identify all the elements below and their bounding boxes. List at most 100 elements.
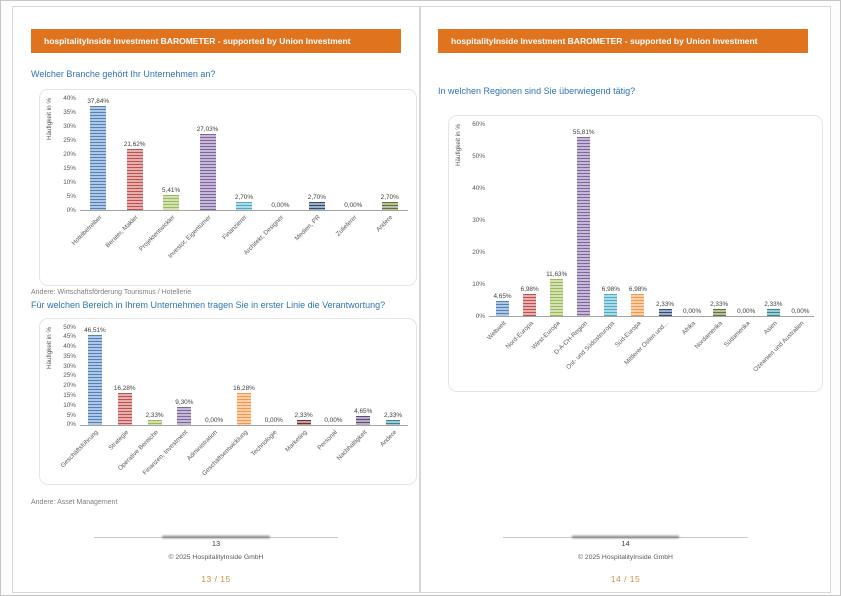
document-page-13: hospitalityInside Investment BAROMETER -… xyxy=(12,6,420,593)
bar xyxy=(550,278,564,316)
bar-value-label: 0,00% xyxy=(737,308,756,315)
bar-group: 0,00% Afrika xyxy=(679,124,706,336)
bar-value-label: 6,98% xyxy=(601,285,620,293)
category-label: Afrika xyxy=(680,320,698,337)
y-axis: 60% 50% 40% 30% 20% 10% 0% xyxy=(472,120,485,320)
category-label: Architekt, Designer xyxy=(242,214,286,257)
chart-bereich: Häufigkeit in % 50% 45% 40% 35% 30% 25% 20% 15%… xyxy=(39,318,417,485)
category-label: Ozeanien und Australien xyxy=(751,320,806,374)
copyright-text: © 2025 HospitalityInside GmbH xyxy=(168,554,264,561)
bar-value-label: 6,98% xyxy=(520,285,539,293)
footer-divider xyxy=(94,536,338,539)
bar-group: 2,70% Medien, PR xyxy=(294,98,335,242)
bar-value-label: 4,65% xyxy=(354,407,373,415)
bar-group: 0,00% Technologie xyxy=(250,327,289,458)
question-title-branche: Welcher Branche gehört Ihr Unternehmen a… xyxy=(31,69,216,79)
bar xyxy=(90,106,107,210)
bar-group: 6,98% Nord-Europa xyxy=(504,124,543,351)
bar-value-label: 2,33% xyxy=(383,412,403,420)
bar-group: 0,00% Südamerika xyxy=(722,124,760,349)
category-label: Geschäftsführung xyxy=(59,429,100,470)
bar-value-label: 2,70% xyxy=(380,194,399,202)
bar-value-label: 2,70% xyxy=(307,194,326,202)
question-title-regionen: In welchen Regionen sind Sie überwiegend… xyxy=(438,86,636,96)
bar-group: 4,65% Weltweit xyxy=(486,124,516,342)
category-label: Südamerika xyxy=(722,320,752,349)
chart-regionen: Häufigkeit in % 60% 50% 40% 30% 20% 10% 0% 4,6… xyxy=(448,115,823,392)
bar xyxy=(308,202,325,210)
category-label: Technologie xyxy=(250,429,279,458)
category-label: Berater, Makler xyxy=(104,214,140,250)
bar-group: 4,65% Nachhaltigkeit xyxy=(335,327,378,462)
bar-group: 2,33% Asien xyxy=(760,124,787,337)
copyright-text: © 2025 HospitalityInside GmbH xyxy=(578,554,673,561)
bar xyxy=(126,149,143,210)
bar xyxy=(604,293,618,316)
bar-group: 0,00% Zulieferer xyxy=(334,98,371,238)
bar xyxy=(147,420,162,425)
bar-group: 2,33% Marketing xyxy=(284,327,319,453)
bar-value-label: 2,33% xyxy=(294,412,313,420)
category-label: Strategie xyxy=(106,429,130,452)
bar-group: 55,81% D-A-CH-Region xyxy=(553,124,597,356)
category-label: Weltweit xyxy=(485,320,508,342)
bar-value-label: 16,28% xyxy=(233,385,255,393)
bar-value-label: 0,00% xyxy=(264,417,283,424)
bar-group: 27,03% Investor, Eigentümer xyxy=(167,98,225,259)
category-label: Marketing xyxy=(284,429,309,454)
bar-group: 6,98% Süd-Europa xyxy=(614,124,651,349)
bar-group: 5,41% Projektentwickler xyxy=(137,98,189,253)
bar xyxy=(117,393,132,425)
note-andere-bereich: Andere: Asset Management xyxy=(31,499,118,506)
bar-value-label: 5,41% xyxy=(162,186,181,194)
bar xyxy=(163,194,180,210)
bar-value-label: 27,03% xyxy=(196,126,219,134)
y-axis: 40% 35% 30% 25% 20% 15% 10% 5% 0% xyxy=(63,94,76,214)
bar-value-label: 16,28% xyxy=(113,385,136,393)
bar-value-label: 6,98% xyxy=(628,285,647,293)
category-label: Zulieferer xyxy=(334,214,359,238)
report-header-banner: hospitalityInside Investment BAROMETER -… xyxy=(438,29,808,53)
bar-group: 0,00% Architekt, Designer xyxy=(243,98,298,257)
bar xyxy=(356,415,371,425)
bar-value-label: 0,00% xyxy=(683,308,702,315)
plot-area: 4,65% Weltweit 6,98% Nord-Europa 11,63% West-… xyxy=(486,124,814,373)
footer-divider xyxy=(502,536,749,539)
bar-group: 16,28% Strategie xyxy=(107,327,140,452)
bar-value-label: 37,84% xyxy=(87,98,110,105)
bar-group: 6,98% Ost- und Südosteuropa xyxy=(565,124,624,371)
page-number: 13 xyxy=(211,539,221,548)
bar-value-label: 0,00% xyxy=(791,308,810,315)
bar-value-label: 21,62% xyxy=(123,141,146,149)
bar-group: 21,62% Berater, Makler xyxy=(104,98,152,249)
bar-group: 16,28% Geschäftsentwicklung xyxy=(201,327,259,477)
bar-value-label: 0,00% xyxy=(344,202,363,209)
bar-value-label: 11,63% xyxy=(546,270,568,278)
page-indicator: 13 / 15 xyxy=(201,574,231,584)
bar xyxy=(381,202,398,210)
bar-group: 37,84% Hotelbetreiber xyxy=(70,98,116,247)
bar-value-label: 4,65% xyxy=(493,293,512,301)
bar-group: 2,70% Andere xyxy=(372,98,408,233)
bar xyxy=(658,308,672,316)
category-label: Asien xyxy=(762,320,779,337)
bar-group: 2,33% Mittlerer Osten und... xyxy=(623,124,678,367)
bar-value-label: 0,00% xyxy=(271,202,290,209)
bar xyxy=(577,137,591,316)
bar-value-label: 55,81% xyxy=(572,129,595,137)
category-label: Projektentwickler xyxy=(137,214,177,253)
document-page-14: hospitalityInside Investment BAROMETER -… xyxy=(420,6,831,593)
bar xyxy=(386,420,401,425)
bar xyxy=(177,406,192,425)
category-label: Nachhaltigkeit xyxy=(335,429,369,462)
plot-area: 46,51% Geschäftsführung 16,28% Strategie 2,3… xyxy=(60,327,408,477)
bar-group: 46,51% Geschäftsführung xyxy=(60,327,110,469)
bar xyxy=(199,134,216,210)
bar-value-label: 2,33% xyxy=(764,300,783,308)
bar-group: 0,00% Administration xyxy=(186,327,229,462)
bar-group: 2,33% Nordamerika xyxy=(694,124,733,351)
bar xyxy=(631,293,645,316)
category-label: Nordamerika xyxy=(693,320,725,351)
bar-group: 2,70% Finanzierer xyxy=(222,98,262,241)
